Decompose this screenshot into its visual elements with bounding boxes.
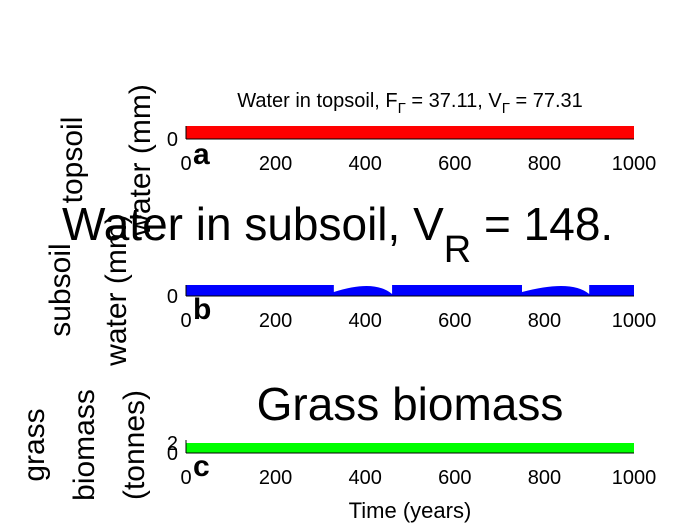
panel-c-ylabel-line2: biomass (68, 389, 101, 501)
panel-a-ylabel-line2: water (mm) (124, 84, 157, 237)
panel-a-ylabel-line1: topsoil (56, 117, 89, 204)
panel-a-title-suffix: = 77.31 (510, 90, 583, 112)
panel-a-xtick-0: 0 (180, 153, 191, 175)
panel-b-title-prefix: Water in subsoil, V (62, 198, 444, 250)
panel-a-title-middle: = 37.11, V (406, 90, 502, 112)
panel-b-title-suffix: = 148. (471, 198, 613, 250)
panel-a-xtick-800: 800 (528, 153, 561, 175)
panel-c-xtick-0: 0 (180, 467, 191, 489)
panel-c-ytick-0: 0 (167, 443, 178, 465)
panel-a-title: Water in topsoil, FΓ = 37.11, VΓ = 77.31 (237, 90, 583, 117)
panel-b-ylabel-line2: water (mm) (100, 214, 133, 367)
panel-a-xtick-400: 400 (349, 153, 382, 175)
panel-b-letter: b (193, 293, 211, 326)
panel-b-xtick-400: 400 (349, 310, 382, 332)
panel-c-data-area (186, 443, 634, 453)
panel-b-ylabel-line1: subsoil (44, 243, 77, 336)
panel-c-xtick-400: 400 (349, 467, 382, 489)
panel-c-xlabel: Time (years) (349, 498, 472, 523)
panel-a: Water in topsoil, FΓ = 37.11, VΓ = 77.31… (167, 90, 656, 175)
panel-b-xtick-600: 600 (438, 310, 471, 332)
panel-a-ylabel: topsoil water (mm) (56, 84, 157, 237)
panel-c: Grass biomass 0 2 0 200 400 600 800 1000 c Ti… (167, 378, 656, 523)
panel-a-xtick-200: 200 (259, 153, 292, 175)
panel-a-title-prefix: Water in topsoil, F (237, 90, 397, 112)
panel-b-ytick-0: 0 (167, 286, 178, 308)
panel-a-title-sub1: Γ (398, 100, 406, 117)
panel-b-xtick-200: 200 (259, 310, 292, 332)
panel-b-xtick-800: 800 (528, 310, 561, 332)
panel-a-title-sub2: Γ (502, 100, 510, 117)
panel-b-xtick-1000: 1000 (612, 310, 657, 332)
panel-a-xtick-600: 600 (438, 153, 471, 175)
panel-c-xtick-600: 600 (438, 467, 471, 489)
panel-b-xtick-0: 0 (180, 310, 191, 332)
panel-c-xticks: 0 200 400 600 800 1000 (180, 467, 656, 489)
panel-c-ylabel-line1: grass (18, 408, 51, 481)
panel-a-letter: a (193, 138, 210, 171)
panel-b-title: Water in subsoil, VR = 148. (62, 198, 613, 271)
panel-c-ylabel-line3: (tonnes) (118, 390, 151, 500)
panel-c-ytick-2: 2 (167, 433, 178, 455)
panel-b-xticks: 0 200 400 600 800 1000 (180, 310, 656, 332)
panel-a-xticks: 0 200 400 600 800 1000 (180, 153, 656, 175)
panel-b-ylabel: subsoil water (mm) (44, 214, 133, 367)
panel-c-title: Grass biomass (257, 378, 564, 430)
panel-c-xtick-200: 200 (259, 467, 292, 489)
panel-b-title-sub1: R (444, 229, 471, 271)
panel-a-data-area (186, 126, 634, 139)
panel-c-xtick-800: 800 (528, 467, 561, 489)
panel-b: Water in subsoil, VR = 148. 0 0 200 400 600… (62, 198, 656, 332)
panel-c-ylabel: grass biomass (tonnes) (18, 389, 151, 501)
panel-c-xtick-1000: 1000 (612, 467, 657, 489)
panel-a-ytick-0: 0 (167, 129, 178, 151)
panel-c-letter: c (193, 450, 210, 483)
panel-b-data-area (186, 285, 634, 296)
panel-a-xtick-1000: 1000 (612, 153, 657, 175)
